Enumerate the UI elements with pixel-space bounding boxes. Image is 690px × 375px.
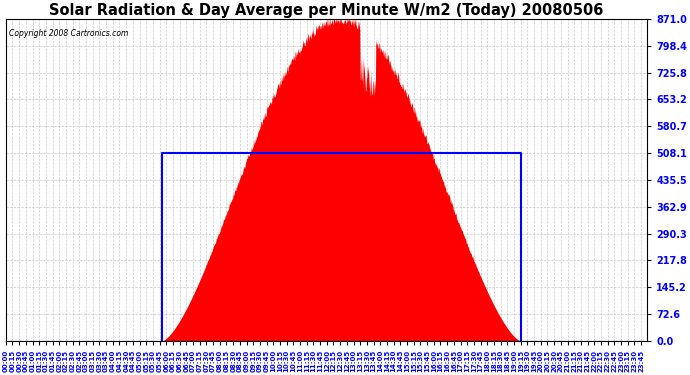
Text: Copyright 2008 Cartronics.com: Copyright 2008 Cartronics.com bbox=[9, 28, 128, 38]
Title: Solar Radiation & Day Average per Minute W/m2 (Today) 20080506: Solar Radiation & Day Average per Minute… bbox=[50, 3, 604, 18]
